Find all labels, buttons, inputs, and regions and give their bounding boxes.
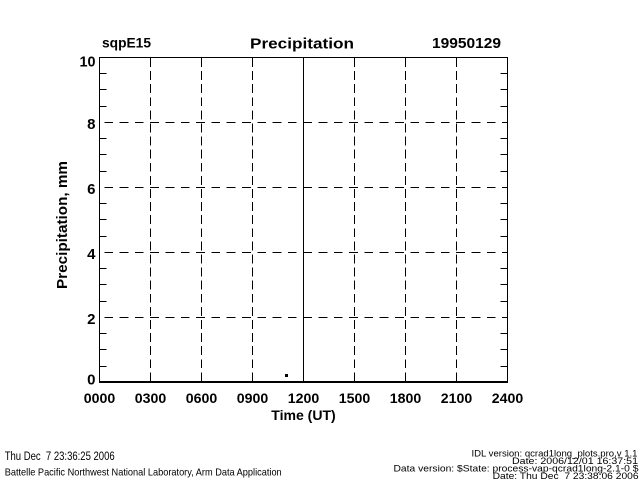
svg-text:6: 6 bbox=[87, 181, 95, 198]
svg-text:0000: 0000 bbox=[84, 390, 116, 406]
svg-text:sqpE15: sqpE15 bbox=[102, 34, 151, 50]
svg-text:0900: 0900 bbox=[237, 390, 269, 406]
svg-text:Data version: $State: process-: Data version: $State: process-vap-qcrad1… bbox=[394, 464, 640, 475]
svg-text:2100: 2100 bbox=[441, 390, 473, 406]
svg-text:1500: 1500 bbox=[339, 390, 371, 406]
svg-text:0600: 0600 bbox=[186, 390, 218, 406]
svg-text:2400: 2400 bbox=[492, 390, 524, 406]
svg-text:Date: Thu Dec 7 23:38:06 2006: Date: Thu Dec 7 23:38:06 2006 bbox=[493, 471, 639, 480]
svg-text:Battelle Pacific Northwest Nat: Battelle Pacific Northwest National Labo… bbox=[5, 467, 282, 479]
svg-text:Precipitation: Precipitation bbox=[250, 36, 354, 53]
svg-text:Date: 2006/12/01 16:37:51: Date: 2006/12/01 16:37:51 bbox=[512, 456, 638, 467]
svg-text:4: 4 bbox=[87, 246, 96, 263]
svg-text:0: 0 bbox=[87, 372, 95, 389]
svg-text:1200: 1200 bbox=[288, 390, 320, 406]
svg-text:19950129: 19950129 bbox=[432, 35, 501, 52]
svg-text:2: 2 bbox=[87, 311, 95, 328]
svg-text:Precipitation, mm: Precipitation, mm bbox=[54, 161, 71, 289]
svg-text:0300: 0300 bbox=[135, 390, 167, 406]
svg-text:Thu Dec 7 23:36:25 2006: Thu Dec 7 23:36:25 2006 bbox=[5, 451, 115, 463]
svg-text:1800: 1800 bbox=[390, 390, 422, 406]
svg-text:10: 10 bbox=[80, 54, 96, 71]
svg-text:Time (UT): Time (UT) bbox=[271, 407, 336, 423]
svg-text:IDL version: qcrad1long_plots.: IDL version: qcrad1long_plots.pro,v 1.1 bbox=[472, 449, 638, 460]
svg-text:8: 8 bbox=[87, 116, 95, 133]
